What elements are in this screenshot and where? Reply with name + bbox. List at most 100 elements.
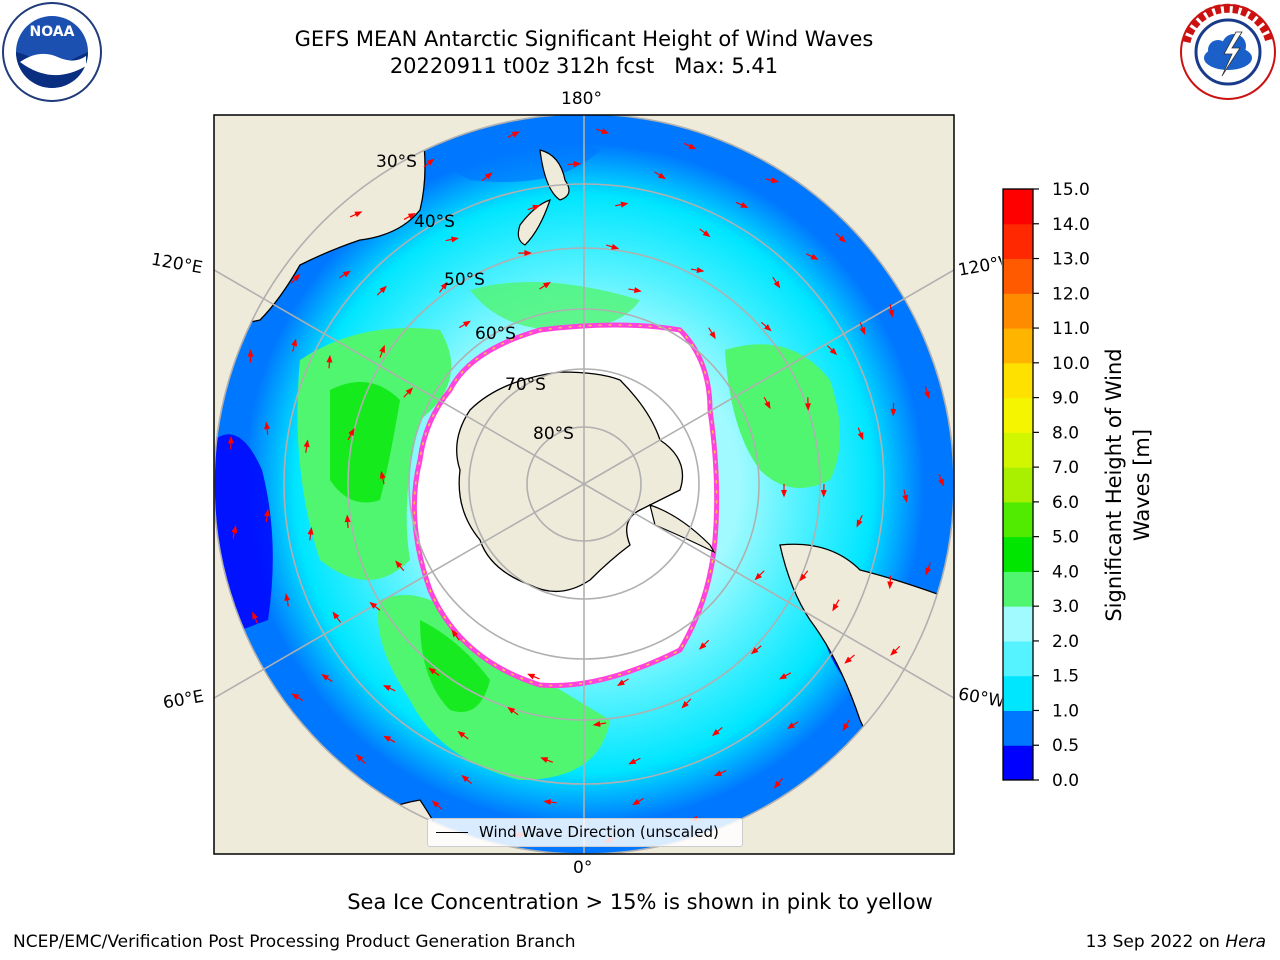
colorbar-tick-label: 2.0 [1052, 632, 1079, 652]
wave-arrow [527, 204, 541, 211]
wave-arrow [628, 287, 642, 293]
wave-arrow [628, 757, 641, 765]
wave-arrow [247, 349, 254, 363]
wave-arrow [856, 514, 863, 528]
latitude-label-40s: 40°S [414, 212, 455, 232]
wave-arrow [690, 267, 705, 274]
wave-arrow [284, 593, 291, 607]
wave-arrow [438, 281, 448, 293]
wave-arrow [355, 754, 366, 765]
wave-arrow [540, 757, 554, 763]
wave-arrow [445, 236, 459, 243]
antarctica-landmass [456, 371, 684, 593]
footer-credit: NCEP/EMC/Verification Post Processing Pr… [13, 932, 576, 952]
wave-arrow [859, 322, 866, 336]
meridian-120e [214, 269, 585, 485]
wave-arrow [773, 777, 783, 789]
colorbar-box [1003, 328, 1033, 364]
wave-arrow [890, 402, 897, 417]
colorbar-box [1003, 710, 1033, 746]
wave-arrow [654, 171, 666, 180]
national-weather-service-logo-icon [1180, 3, 1276, 100]
colorbar-frame [1002, 188, 1034, 781]
latitude-label-30s: 30°S [376, 152, 417, 172]
latitude-label-70s: 70°S [505, 375, 546, 395]
wave-arrow [543, 799, 557, 806]
wave-arrow [761, 321, 772, 332]
meridian-60w [583, 483, 954, 699]
wave-arrow [264, 421, 271, 436]
wave-arrow [457, 731, 469, 740]
wave-arrow [827, 345, 838, 356]
wave-arrow [750, 645, 762, 655]
colorbar-box [1003, 397, 1033, 433]
colorbar-tick-label: 14.0 [1052, 215, 1090, 235]
wave-arrow [820, 484, 827, 498]
colorbar-tick-label: 10.0 [1052, 354, 1090, 374]
colorbar-tick-label: 0.5 [1052, 736, 1079, 756]
wave-arrow [806, 253, 819, 260]
wave-arrow [857, 427, 864, 441]
wave-arrow [781, 484, 787, 498]
svg-text:NOAA: NOAA [30, 24, 75, 40]
footer-machine: Hera [1225, 932, 1266, 952]
colorbar-box [1003, 467, 1033, 503]
longitude-label-180: 180° [561, 89, 602, 109]
wave-arrow [735, 201, 749, 208]
wave-arrow [683, 142, 697, 150]
wave-arrow [772, 276, 781, 289]
colorbar-box [1003, 571, 1033, 607]
colorbar-tick-label: 1.5 [1052, 667, 1079, 687]
wave-arrow [382, 685, 396, 692]
wave-arrow [395, 560, 405, 572]
wave-arrow [303, 439, 310, 453]
wave-arrow [924, 385, 930, 400]
wave-arrow [708, 327, 716, 340]
wave-arrow [252, 611, 259, 625]
colorbar-tick-label: 11.0 [1052, 319, 1090, 339]
colorbar-tick-label: 6.0 [1052, 493, 1079, 513]
wave-arrow [832, 599, 840, 612]
wave-direction-arrows [227, 128, 944, 843]
graticule [214, 115, 954, 854]
wave-arrow [765, 177, 779, 184]
wave-arrow [338, 270, 351, 279]
wave-arrow [712, 726, 723, 737]
noaa-logo-icon: NOAA [2, 2, 102, 102]
wave-arrow [596, 128, 610, 134]
colorbar-box [1003, 536, 1033, 572]
high-wave-patch-north [470, 282, 640, 330]
wave-arrow [632, 797, 644, 806]
wave-arrow [539, 281, 551, 290]
wave-arrow [290, 273, 301, 284]
wave-arrow [326, 354, 333, 369]
wave-arrow [698, 639, 710, 650]
wave-arrow [458, 320, 471, 329]
colorbar-tick-label: 8.0 [1052, 423, 1079, 443]
colorbar-tick-label: 4.0 [1052, 562, 1079, 582]
wave-arrow [835, 233, 847, 243]
colorbar-label-line2: Waves [m] [1130, 428, 1154, 542]
map-subtitle: 20220911 t00z 312h fcst Max: 5.41 [389, 54, 779, 78]
wave-arrow [567, 161, 582, 168]
wave-arrow [423, 158, 435, 168]
footer-date: 13 Sep 2022 on Hera [1086, 932, 1266, 952]
latitude-label-50s: 50°S [444, 270, 485, 290]
colorbar-tick-label: 5.0 [1052, 528, 1079, 548]
latitude-label-80s: 80°S [533, 424, 574, 444]
wave-arrow [615, 201, 629, 208]
wave-arrow [383, 735, 396, 743]
colorbar-box [1003, 223, 1033, 260]
wave-arrow [754, 570, 765, 581]
latitude-label-60s: 60°S [475, 324, 516, 344]
wave-arrow [291, 693, 304, 702]
colorbar-tick-label: 0.0 [1052, 771, 1079, 791]
wave-arrow [481, 172, 493, 182]
wave-arrow [518, 250, 532, 257]
wave-arrow [507, 706, 519, 716]
wave-arrow [616, 678, 629, 687]
wave-arrow [451, 629, 460, 641]
new-zealand-north-island [539, 149, 570, 201]
high-wave-patch-east [725, 344, 840, 488]
